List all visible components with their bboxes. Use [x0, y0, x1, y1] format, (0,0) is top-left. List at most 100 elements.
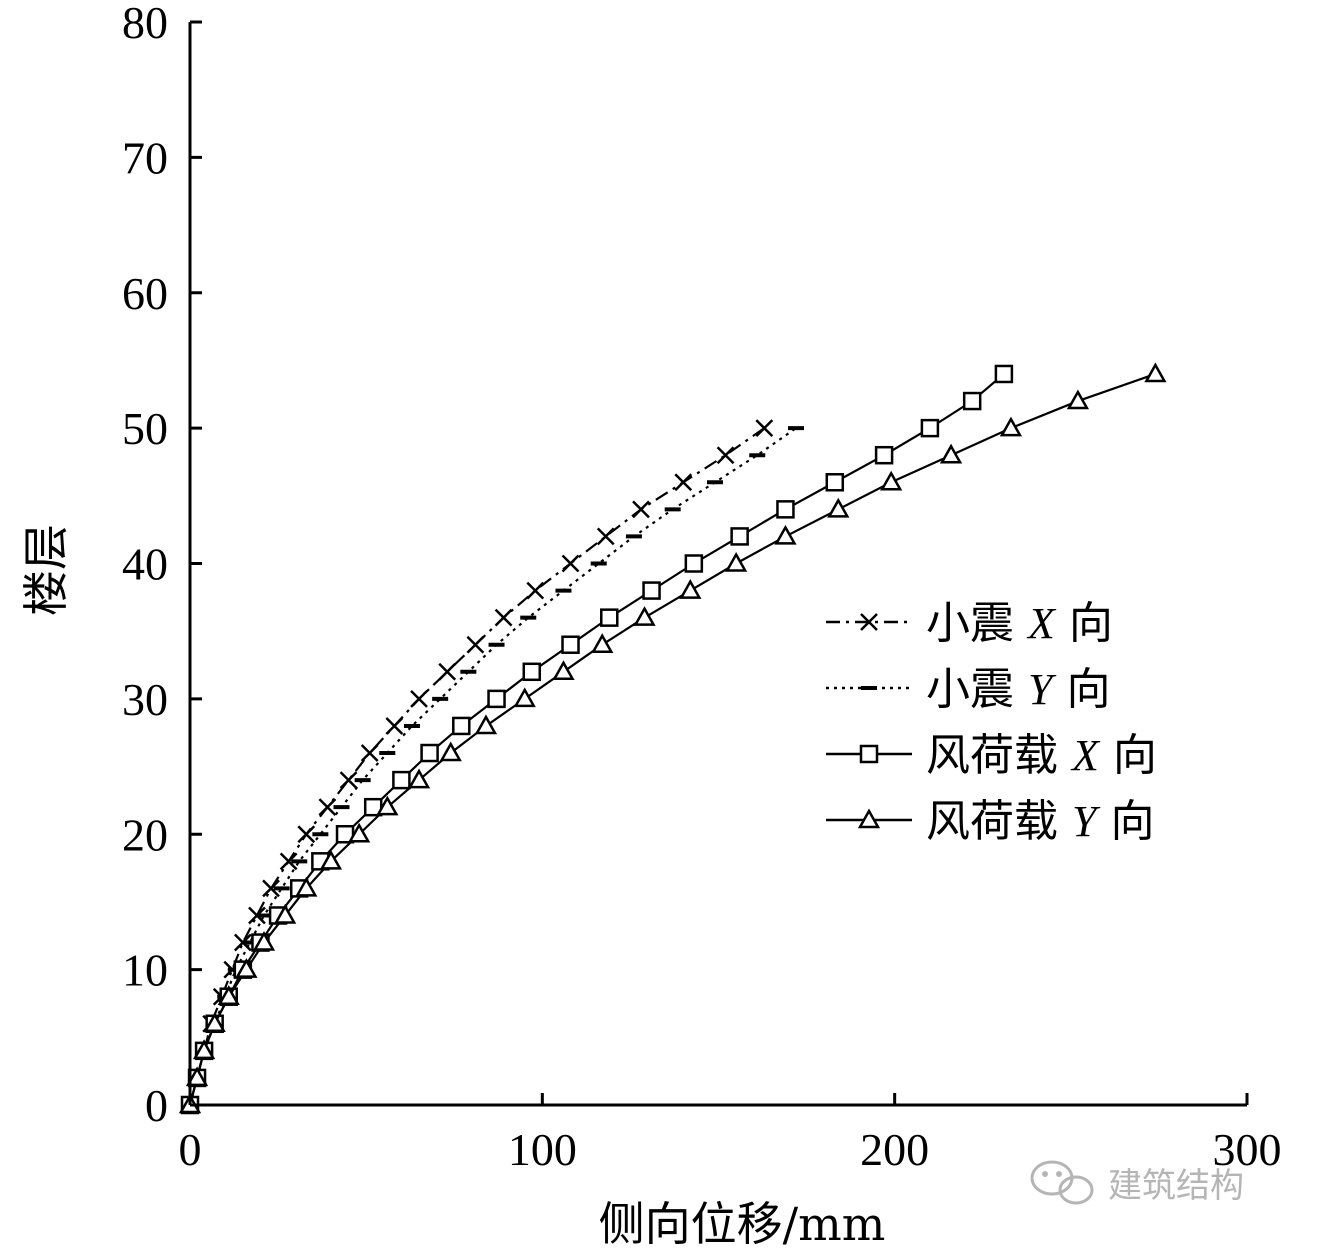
data-point-triangle-marker: [857, 808, 881, 829]
y-tick-label: 80: [122, 0, 168, 48]
data-point-triangle-marker: [1144, 362, 1167, 383]
y-tick-label: 10: [122, 945, 168, 996]
data-point-x-marker: [297, 825, 316, 844]
data-point-triangle-marker: [513, 687, 536, 708]
data-point-triangle-marker: [999, 416, 1023, 437]
data-point-x-marker: [385, 717, 404, 735]
data-point-x-marker: [596, 527, 615, 546]
data-point-triangle-marker: [252, 931, 276, 951]
data-point-square-marker: [994, 364, 1014, 384]
data-point-triangle-marker: [1066, 389, 1090, 410]
data-point-triangle-marker: [591, 633, 614, 653]
data-point-square-marker: [825, 473, 845, 492]
series-0: [181, 419, 774, 1114]
series-3: [178, 362, 1167, 1114]
data-point-x-marker: [466, 635, 485, 654]
y-tick-label: 70: [122, 132, 168, 183]
data-point-x-marker: [632, 500, 650, 519]
legend-label: 风荷载 X 向: [926, 730, 1157, 781]
data-point-square-marker: [642, 581, 661, 600]
data-point-triangle-marker: [273, 903, 297, 924]
series-1: [182, 426, 805, 1107]
data-point-triangle-marker: [633, 606, 656, 626]
data-point-square-marker: [684, 554, 704, 573]
y-tick-label: 0: [145, 1080, 168, 1131]
data-point-triangle-marker: [235, 958, 258, 978]
x-axis-title: 侧向位移/mm: [599, 1197, 886, 1251]
data-point-square-marker: [776, 500, 795, 519]
x-tick-label: 100: [508, 1124, 577, 1175]
watermark-text: 建筑结构: [1108, 1166, 1244, 1206]
data-point-triangle-marker: [939, 443, 963, 464]
x-tick-label: 0: [179, 1124, 202, 1175]
data-point-triangle-marker: [774, 524, 797, 545]
data-point-square-marker: [561, 635, 580, 654]
data-point-triangle-marker: [295, 876, 318, 897]
data-point-x-marker: [438, 662, 457, 681]
data-point-square-marker: [600, 608, 619, 627]
data-point-triangle-marker: [217, 985, 240, 1005]
data-point-x-marker: [339, 771, 358, 789]
y-tick-label: 50: [122, 403, 168, 454]
data-point-square-marker: [730, 527, 749, 546]
data-point-triangle-marker: [185, 1066, 209, 1087]
data-point-x-marker: [318, 798, 337, 817]
legend-label: 风荷载 Y 向: [926, 796, 1154, 847]
y-axis-title: 楼层: [19, 524, 73, 616]
data-point-x-marker: [360, 744, 379, 762]
data-point-square-marker: [420, 743, 439, 763]
y-tick-label: 60: [122, 268, 168, 319]
watermark: 建筑结构: [1030, 1160, 1244, 1206]
x-tick-label: 300: [1213, 1124, 1282, 1175]
data-point-x-marker: [755, 419, 774, 438]
axes-layer: [188, 22, 1247, 1107]
data-point-square-marker: [487, 689, 506, 709]
data-point-square-marker: [392, 770, 411, 790]
y-tick-label: 40: [122, 539, 168, 590]
data-point-triangle-marker: [827, 497, 850, 518]
y-tick-label: 30: [122, 674, 168, 725]
data-point-triangle-marker: [880, 470, 903, 491]
data-point-square-marker: [859, 744, 879, 764]
data-point-x-marker: [526, 581, 545, 600]
data-point-x-marker: [279, 852, 298, 871]
ticks-layer: 0 100 200 300 0 10 20 30 40 50 60 70 80: [122, 0, 1282, 1175]
data-point-triangle-marker: [439, 741, 462, 762]
data-point-x-marker: [410, 689, 428, 708]
data-point-triangle-marker: [724, 551, 748, 572]
data-point-square-marker: [522, 662, 542, 682]
series-line: [188, 373, 1005, 1106]
legend-label: 小震 Y 向: [926, 664, 1110, 715]
legend-item: 小震 X 向: [826, 598, 1113, 649]
data-point-square-marker: [920, 418, 940, 438]
data-point-x-marker: [674, 473, 693, 492]
series-line: [188, 427, 765, 1106]
data-point-square-marker: [452, 716, 471, 736]
data-point-x-marker: [716, 446, 735, 465]
legend-item: 风荷载 X 向: [826, 730, 1157, 781]
data-point-x-marker: [860, 613, 878, 631]
wechat-icon: [1030, 1160, 1094, 1205]
data-point-triangle-marker: [203, 1012, 226, 1033]
series-line: [188, 372, 1156, 1106]
data-point-x-marker: [262, 879, 280, 898]
data-point-triangle-marker: [376, 795, 399, 816]
y-tick-label: 20: [122, 809, 168, 860]
series-layer: [178, 362, 1167, 1115]
legend-item: 小震 Y 向: [826, 664, 1110, 715]
series-line: [188, 427, 797, 1106]
data-point-triangle-marker: [679, 579, 702, 599]
data-point-x-marker: [561, 554, 580, 573]
data-point-triangle-marker: [319, 849, 343, 870]
data-point-x-marker: [494, 608, 513, 627]
data-point-triangle-marker: [407, 768, 431, 789]
data-point-square-marker: [962, 391, 982, 411]
x-tick-label: 200: [860, 1124, 929, 1175]
data-point-triangle-marker: [474, 714, 498, 735]
legend-label: 小震 X 向: [926, 598, 1113, 649]
data-point-triangle-marker: [552, 660, 575, 681]
legend-item: 风荷载 Y 向: [826, 796, 1154, 847]
data-point-triangle-marker: [192, 1039, 216, 1060]
